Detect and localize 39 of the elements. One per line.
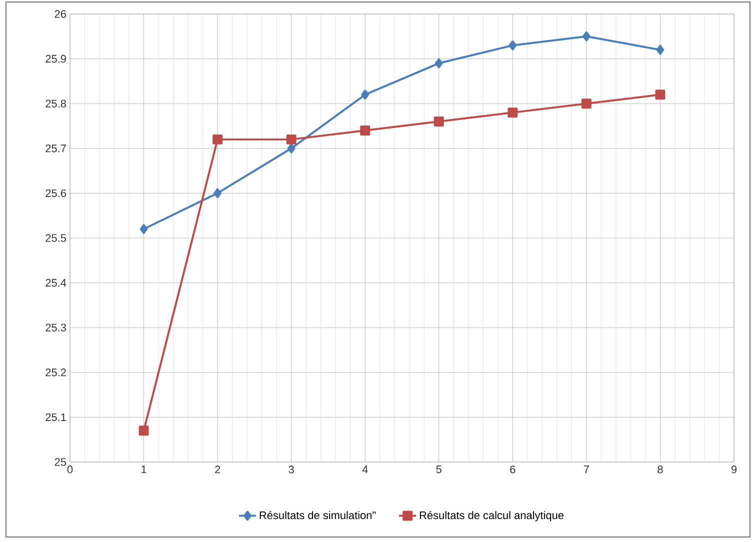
y-tick-label: 25.1 xyxy=(46,413,66,422)
y-tick-label: 26 xyxy=(54,10,66,18)
point xyxy=(508,108,518,118)
point xyxy=(361,90,370,100)
y-tick-label: 25.9 xyxy=(46,54,66,63)
x-tick-label: 0 xyxy=(67,466,73,474)
y-tick-label: 25 xyxy=(54,458,66,466)
x-tick-label: 6 xyxy=(510,466,516,474)
y-tick-label: 25.7 xyxy=(46,144,66,152)
point xyxy=(138,426,149,436)
x-tick-label: 3 xyxy=(288,466,294,474)
x-tick-label: 1 xyxy=(142,466,146,474)
legend-label: Résultats de calcul analytique xyxy=(420,510,564,522)
point xyxy=(140,224,148,234)
point xyxy=(508,40,517,50)
point xyxy=(287,143,296,154)
point xyxy=(434,116,444,127)
y-tick-label: 25.4 xyxy=(46,278,66,287)
y-tick-label: 25.8 xyxy=(46,100,66,108)
x-tick-label: 8 xyxy=(658,466,663,474)
x-tick-label: 4 xyxy=(362,466,368,474)
point xyxy=(214,188,222,198)
point xyxy=(581,98,592,109)
point xyxy=(582,31,590,42)
point xyxy=(655,90,666,100)
point xyxy=(286,134,296,144)
y-tick-label: 25.2 xyxy=(46,368,66,376)
legend-label: Résultats de simulation" xyxy=(260,510,376,520)
x-tick-label: 9 xyxy=(731,466,737,474)
x-tick-label: 7 xyxy=(584,466,589,474)
point xyxy=(212,134,223,144)
point xyxy=(360,125,370,136)
y-tick-label: 25.6 xyxy=(46,189,66,198)
y-tick-label: 25.3 xyxy=(46,324,66,332)
point xyxy=(656,44,664,55)
y-tick-label: 25.5 xyxy=(46,234,66,242)
x-tick-label: 5 xyxy=(436,466,442,474)
point xyxy=(434,58,443,68)
x-tick-label: 2 xyxy=(215,466,220,474)
